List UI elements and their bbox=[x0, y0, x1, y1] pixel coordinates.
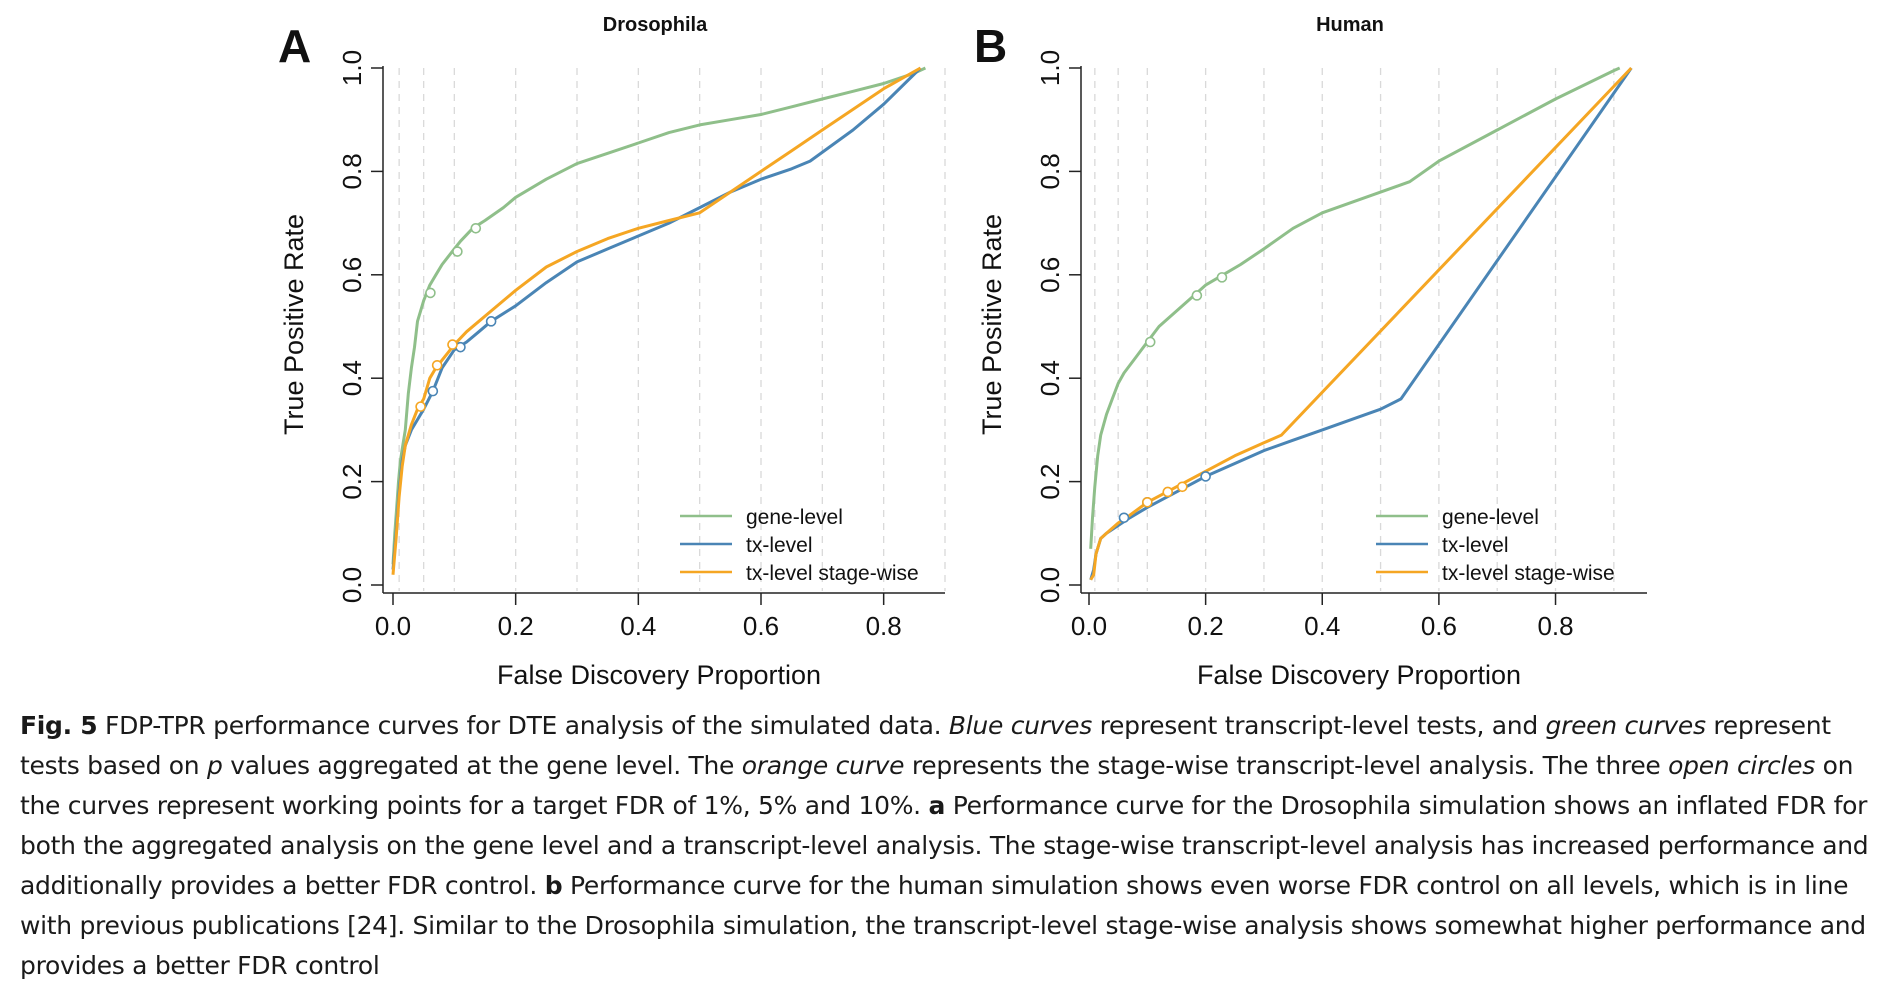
y-tick-label: 0.0 bbox=[337, 567, 367, 603]
chart-title: Human bbox=[1316, 14, 1384, 36]
y-tick-label: 0.8 bbox=[337, 153, 367, 189]
caption-segment: represent tests based on bbox=[20, 711, 1831, 780]
y-tick-label: 0.6 bbox=[1035, 257, 1065, 293]
y-tick-label: 0.4 bbox=[1035, 360, 1065, 396]
working-point bbox=[1142, 496, 1153, 508]
chart-title: Drosophila bbox=[603, 14, 708, 36]
working-point bbox=[1162, 486, 1174, 498]
x-tick-label: 0.4 bbox=[620, 611, 656, 641]
caption-segment: Blue curves bbox=[948, 711, 1092, 740]
working-point bbox=[1200, 471, 1211, 482]
working-point bbox=[485, 316, 497, 327]
caption-segment: represent transcript-level tests, and bbox=[1091, 711, 1546, 740]
working-point bbox=[431, 359, 443, 371]
working-point bbox=[470, 222, 482, 234]
caption-segment: open circles bbox=[1668, 751, 1815, 780]
x-tick-label: 0.6 bbox=[743, 611, 779, 641]
y-axis-label: True Positive Rate bbox=[977, 214, 1007, 435]
working-point bbox=[415, 401, 426, 412]
working-point bbox=[1177, 481, 1188, 493]
panel-letter: A bbox=[278, 20, 311, 72]
caption-segment: FDP-TPR performance curves for DTE analy… bbox=[97, 711, 949, 740]
legend-label: gene-level bbox=[1442, 506, 1539, 529]
x-tick-label: 0.0 bbox=[1071, 611, 1107, 641]
series-line-tx-level bbox=[391, 66, 922, 570]
legend-label: tx-level stage-wise bbox=[1442, 562, 1615, 585]
y-tick-label: 0.4 bbox=[337, 360, 367, 396]
y-tick-label: 0.2 bbox=[1035, 464, 1065, 500]
working-point bbox=[447, 339, 458, 350]
x-axis-label: False Discovery Proportion bbox=[1197, 660, 1521, 690]
x-tick-label: 0.0 bbox=[375, 611, 411, 641]
x-tick-label: 0.8 bbox=[866, 611, 902, 641]
x-tick-label: 0.6 bbox=[1421, 611, 1457, 641]
series-line-gene-level bbox=[391, 66, 927, 565]
y-tick-label: 1.0 bbox=[1035, 50, 1065, 86]
caption-segment: green curves bbox=[1545, 711, 1706, 740]
legend-label: tx-level bbox=[1442, 534, 1509, 557]
working-point bbox=[425, 287, 436, 299]
caption-segment: represents the stage-wise transcript-lev… bbox=[904, 751, 1669, 780]
caption-label: Fig. 5 bbox=[20, 711, 98, 740]
caption-segment: on the curves represent working points f… bbox=[20, 751, 1854, 820]
working-point bbox=[1144, 336, 1156, 348]
legend-label: gene-level bbox=[746, 506, 843, 529]
figure: 0.0 0.2 0.4 0.6 0.8 1.0 0.0 0.2 0.4 0.6 0.8 False D… bbox=[278, 14, 1647, 690]
series-line-gene-level bbox=[1089, 66, 1621, 549]
legend-label: tx-level stage-wise bbox=[746, 562, 919, 585]
working-point bbox=[1216, 272, 1228, 283]
working-point bbox=[1191, 290, 1203, 301]
panel-a: 0.0 0.2 0.4 0.6 0.8 1.0 0.0 0.2 0.4 0.6 0.8 False D… bbox=[278, 14, 946, 690]
caption-segment: Performance curve for the Drosophila sim… bbox=[20, 791, 1869, 900]
y-tick-label: 0.6 bbox=[337, 257, 367, 293]
caption-segment: b bbox=[544, 871, 563, 900]
x-axis-label: False Discovery Proportion bbox=[497, 660, 821, 690]
caption-segment: orange curve bbox=[741, 751, 905, 780]
figure-caption: Fig. 5 FDP-TPR performance curves for DT… bbox=[20, 706, 1890, 986]
x-tick-label: 0.4 bbox=[1304, 611, 1340, 641]
series-line-tx-level bbox=[1089, 67, 1633, 581]
legend-label: tx-level bbox=[746, 534, 813, 557]
caption-segment: Performance curve for the human simulati… bbox=[20, 871, 1866, 980]
panel-b: 0.0 0.2 0.4 0.6 0.8 1.0 0.0 0.2 0.4 0.6 0.8 False D… bbox=[974, 14, 1647, 690]
x-tick-label: 0.2 bbox=[1188, 611, 1224, 641]
caption-body: FDP-TPR performance curves for DTE analy… bbox=[20, 711, 1869, 980]
y-axis-label: True Positive Rate bbox=[279, 214, 309, 435]
working-point bbox=[1118, 512, 1130, 524]
y-tick-label: 0.0 bbox=[1035, 567, 1065, 603]
caption-segment: a bbox=[928, 791, 946, 820]
x-tick-label: 0.2 bbox=[498, 611, 534, 641]
caption-segment: values aggregated at the gene level. The bbox=[222, 751, 742, 780]
series-line-tx-level-stage-wise bbox=[391, 66, 922, 575]
working-point bbox=[427, 385, 439, 397]
x-tick-label: 0.8 bbox=[1537, 611, 1573, 641]
y-tick-label: 0.2 bbox=[337, 464, 367, 500]
y-tick-label: 1.0 bbox=[337, 50, 367, 86]
series-line-tx-level-stage-wise bbox=[1089, 66, 1633, 581]
working-point bbox=[452, 246, 463, 257]
panel-letter: B bbox=[974, 20, 1007, 72]
caption-segment: p bbox=[206, 751, 223, 780]
y-tick-label: 0.8 bbox=[1035, 153, 1065, 189]
